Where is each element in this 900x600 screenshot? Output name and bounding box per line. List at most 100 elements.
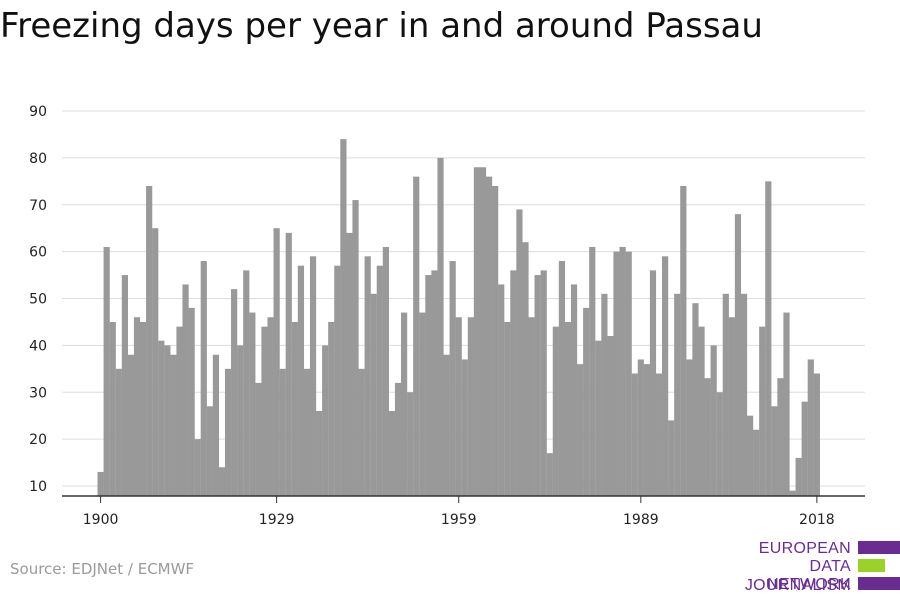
bar-1945 bbox=[370, 293, 377, 496]
y-tick-label: 70 bbox=[29, 198, 47, 214]
bar-1996 bbox=[680, 186, 687, 496]
bar-1951 bbox=[407, 392, 414, 496]
bar-1907 bbox=[139, 321, 147, 496]
bar-1910 bbox=[158, 340, 165, 496]
y-tick-label: 20 bbox=[29, 432, 47, 448]
x-tick-label: 2018 bbox=[799, 512, 835, 528]
bar-1976 bbox=[558, 261, 566, 496]
bar-1944 bbox=[364, 256, 371, 496]
logo-text-network: NETWORK bbox=[767, 576, 851, 593]
bar-1932 bbox=[291, 321, 298, 496]
x-axis-ticks: 1900 1929 1959 1989 2018 bbox=[83, 496, 835, 528]
bar-1958 bbox=[449, 261, 456, 496]
bar-2006 bbox=[740, 293, 748, 496]
bar-1936 bbox=[316, 411, 323, 496]
bar-1988 bbox=[631, 373, 638, 496]
bar-1940 bbox=[340, 139, 347, 497]
bar-1949 bbox=[394, 382, 402, 497]
bar-1908 bbox=[146, 186, 153, 496]
bar-1997 bbox=[686, 359, 693, 496]
bar-1950 bbox=[401, 312, 408, 496]
bar-1921 bbox=[224, 368, 232, 496]
bar-1978 bbox=[570, 284, 578, 496]
bar-chart: 10 20 30 40 50 60 70 80 90 1900 1929 1959 1989 2018 bbox=[29, 104, 865, 528]
bar-1995 bbox=[674, 293, 681, 496]
bar-1916 bbox=[194, 439, 201, 497]
bar-2012 bbox=[777, 378, 784, 496]
bar-1935 bbox=[309, 256, 317, 496]
bar-2008 bbox=[753, 429, 760, 496]
bar-1925 bbox=[249, 312, 256, 496]
bar-1911 bbox=[164, 345, 171, 497]
bar-1968 bbox=[510, 270, 517, 497]
logo-bar-purple-top bbox=[858, 541, 900, 554]
bar-1970 bbox=[522, 242, 529, 496]
y-tick-label: 80 bbox=[29, 151, 47, 167]
bar-1986 bbox=[619, 246, 626, 496]
bar-1982 bbox=[595, 340, 602, 496]
bar-1943 bbox=[358, 368, 365, 496]
bar-2001 bbox=[710, 345, 717, 497]
y-tick-label: 60 bbox=[29, 245, 47, 261]
bar-1993 bbox=[662, 256, 669, 496]
bar-1992 bbox=[655, 373, 663, 496]
bar-1928 bbox=[267, 317, 274, 496]
bar-1969 bbox=[516, 209, 523, 496]
bar-2014 bbox=[789, 490, 796, 496]
bar-2005 bbox=[734, 214, 742, 497]
bar-1919 bbox=[212, 354, 220, 496]
bar-1977 bbox=[564, 321, 572, 496]
bar-1905 bbox=[127, 354, 135, 496]
bar-1972 bbox=[534, 275, 541, 496]
bar-1964 bbox=[485, 176, 493, 497]
bar-1981 bbox=[589, 246, 596, 496]
bar-1909 bbox=[152, 228, 159, 496]
bar-1912 bbox=[170, 354, 177, 496]
logo-text-data-journalism: DATA JOURNALISM bbox=[744, 558, 851, 594]
logo-bar-green bbox=[858, 559, 885, 572]
bar-1994 bbox=[668, 420, 675, 497]
bar-1965 bbox=[492, 186, 499, 496]
bar-2013 bbox=[783, 312, 790, 496]
x-tick-label: 1989 bbox=[623, 512, 659, 528]
y-tick-label: 90 bbox=[29, 104, 47, 120]
bar-1971 bbox=[528, 317, 535, 496]
bars bbox=[97, 139, 820, 497]
bar-2016 bbox=[801, 401, 808, 497]
bar-1948 bbox=[388, 411, 396, 496]
bar-1926 bbox=[255, 382, 262, 497]
bar-1999 bbox=[698, 326, 705, 497]
bar-2009 bbox=[759, 326, 766, 497]
bar-1937 bbox=[322, 345, 329, 497]
bar-1903 bbox=[115, 368, 122, 496]
bar-2004 bbox=[728, 317, 735, 496]
bar-1959 bbox=[455, 317, 462, 496]
bar-1984 bbox=[607, 336, 614, 496]
bar-1961 bbox=[467, 317, 474, 496]
bar-1930 bbox=[279, 368, 286, 496]
bar-1913 bbox=[176, 326, 183, 497]
bar-1933 bbox=[297, 265, 305, 496]
bar-1904 bbox=[121, 275, 128, 496]
bar-1973 bbox=[540, 270, 547, 497]
bar-1998 bbox=[692, 303, 699, 496]
bar-1987 bbox=[625, 251, 632, 497]
bar-1960 bbox=[461, 359, 468, 496]
bar-1915 bbox=[188, 307, 195, 497]
bar-2000 bbox=[704, 378, 711, 496]
bar-1927 bbox=[261, 326, 268, 497]
bar-2003 bbox=[722, 293, 729, 496]
bar-1917 bbox=[200, 261, 207, 496]
source-note: Source: EDJNet / ECMWF bbox=[10, 560, 195, 578]
bar-1954 bbox=[425, 275, 432, 496]
bar-1931 bbox=[285, 232, 292, 497]
bar-1929 bbox=[273, 228, 280, 496]
bar-1990 bbox=[643, 364, 650, 497]
bar-1966 bbox=[498, 284, 505, 496]
bar-1946 bbox=[376, 265, 383, 496]
bar-1989 bbox=[637, 359, 644, 496]
bar-2002 bbox=[716, 392, 723, 496]
edjnet-logo: EUROPEAN DATA JOURNALISM NETWORK bbox=[700, 539, 900, 595]
logo-text-european: EUROPEAN bbox=[758, 540, 851, 557]
y-tick-label: 10 bbox=[29, 479, 47, 495]
